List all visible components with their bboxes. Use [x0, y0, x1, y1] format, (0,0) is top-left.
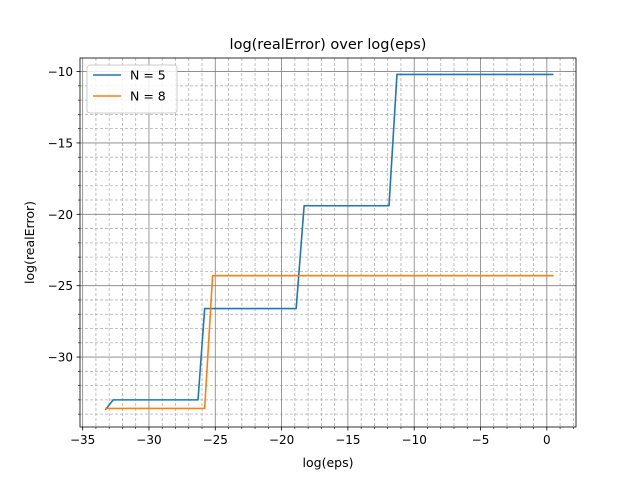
y-tick-label: −10 — [48, 65, 73, 79]
x-tick-label: −10 — [402, 433, 427, 447]
series-line-1 — [104, 73, 554, 411]
y-tick-label: −25 — [48, 279, 73, 293]
y-axis-label: log(realError) — [22, 201, 37, 284]
x-tick-label: −5 — [472, 433, 490, 447]
x-axis-label: log(eps) — [303, 455, 354, 470]
x-tick-label: −30 — [136, 433, 161, 447]
legend-label-1: N = 5 — [130, 68, 166, 83]
x-tick-label: 0 — [543, 433, 551, 447]
x-tick-label: −15 — [335, 433, 360, 447]
y-tick-label: −30 — [48, 351, 73, 365]
plot-frame — [79, 57, 577, 428]
chart-title: log(realError) over log(eps) — [230, 37, 427, 53]
legend-box — [86, 64, 178, 114]
y-tick-label: −15 — [48, 136, 73, 150]
legend: N = 5 N = 8 — [86, 64, 178, 114]
x-tick-label: −35 — [70, 433, 95, 447]
x-tick-label: −20 — [269, 433, 294, 447]
series-layer — [104, 73, 554, 411]
legend-label-2: N = 8 — [130, 89, 166, 104]
x-axis: −35 −30 −25 −20 −15 −10 −5 0 — [70, 427, 574, 447]
major-grid — [80, 58, 576, 427]
x-tick-label: −25 — [203, 433, 228, 447]
y-tick-label: −20 — [48, 208, 73, 222]
series-line-2 — [105, 274, 554, 410]
y-axis: −30 −25 −20 −15 −10 — [48, 65, 80, 415]
